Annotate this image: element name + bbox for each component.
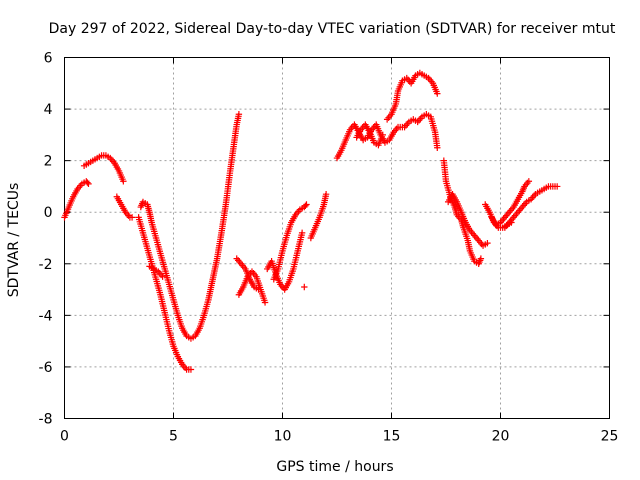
- data-point: [477, 255, 485, 262]
- data-point: [235, 111, 243, 118]
- y-tick-label: -2: [39, 257, 53, 273]
- x-tick-label: 25: [601, 429, 619, 445]
- y-tick-label: -4: [39, 308, 53, 324]
- data-point: [434, 90, 441, 97]
- data-point: [525, 178, 533, 185]
- x-tick-label: 10: [274, 429, 292, 445]
- y-tick-label: 0: [44, 205, 53, 221]
- data-point: [379, 131, 386, 139]
- x-tick-label: 0: [60, 429, 69, 445]
- x-tick-label: 15: [383, 429, 401, 445]
- y-tick-label: 6: [44, 51, 53, 67]
- tick-layer: 0 5 10 15 20 25 -8 -6 -4 -2 0 2 4 6: [39, 51, 619, 445]
- data-point: [128, 214, 136, 221]
- data-point: [434, 144, 441, 151]
- plot-frame: [64, 57, 610, 419]
- x-tick-label: 20: [492, 429, 510, 445]
- data-point: [301, 283, 308, 291]
- x-tick-label: 5: [169, 429, 178, 445]
- y-tick-label: 4: [44, 102, 53, 118]
- data-point: [187, 366, 195, 373]
- data-point: [302, 202, 309, 209]
- data-point: [159, 273, 166, 280]
- y-axis-label: SDTVAR / TECUs: [6, 183, 22, 298]
- y-tick-label: -8: [39, 412, 53, 428]
- data-point: [84, 179, 91, 186]
- data-point: [322, 190, 330, 198]
- chart-title: Day 297 of 2022, Sidereal Day-to-day VTE…: [49, 21, 616, 37]
- data-point: [120, 178, 127, 185]
- grid-layer: [64, 57, 610, 419]
- data-point: [303, 201, 310, 208]
- data-point: [85, 180, 92, 188]
- y-tick-label: 2: [44, 154, 53, 170]
- x-axis-label: GPS time / hours: [276, 459, 393, 475]
- data-point: [261, 299, 269, 306]
- data-point: [553, 183, 561, 190]
- data-point: [298, 229, 306, 237]
- data-point: [484, 239, 491, 247]
- data-layer: [61, 69, 561, 373]
- y-tick-label: -6: [39, 360, 53, 376]
